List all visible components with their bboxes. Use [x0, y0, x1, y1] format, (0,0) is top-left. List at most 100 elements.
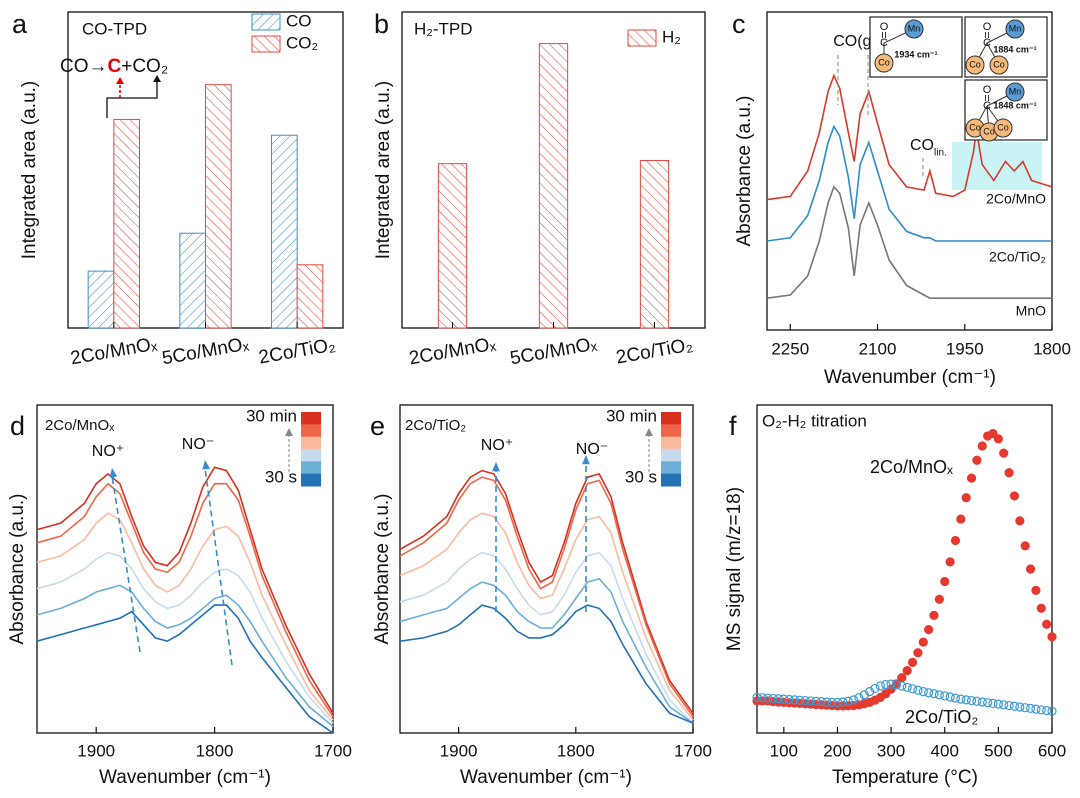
atom-co	[989, 55, 1009, 75]
data-point	[913, 648, 923, 658]
x-tick-label: 500	[984, 741, 1012, 760]
data-point	[806, 696, 816, 706]
colorbar-step	[301, 424, 321, 438]
data-point	[784, 694, 794, 705]
inset-label: 1934 cm⁻¹	[894, 49, 937, 59]
panel-title: O₂-H₂ titration	[762, 411, 867, 430]
data-point	[945, 692, 955, 702]
data-point	[966, 473, 977, 483]
annotation: lin.	[934, 148, 947, 159]
data-point	[1020, 703, 1030, 713]
x-tick-label: 300	[877, 741, 905, 760]
spectrum-line	[36, 551, 334, 724]
data-point	[972, 455, 982, 465]
data-point	[907, 684, 918, 694]
data-point	[891, 680, 902, 690]
data-point	[838, 697, 848, 707]
panel-label: f	[729, 411, 737, 441]
bar	[296, 264, 324, 329]
spectrum-line	[36, 466, 334, 714]
data-point	[999, 448, 1009, 458]
atom-label: C	[983, 37, 991, 49]
legend-label: CO₂	[286, 33, 318, 52]
data-point	[897, 673, 907, 683]
bar	[113, 118, 141, 329]
y-axis-label: Absorbance (a.u.)	[7, 493, 28, 644]
peak-label: NO⁻	[576, 441, 608, 458]
data-point	[757, 693, 767, 703]
data-point	[1025, 564, 1036, 574]
atom-label: O	[983, 84, 992, 96]
data-point	[800, 695, 810, 706]
x-axis-label: Wavenumber (cm⁻¹)	[460, 767, 632, 788]
x-tick-label: 200	[823, 741, 851, 760]
panel-label: b	[374, 9, 389, 39]
atom-label: Mn	[908, 23, 921, 33]
data-point	[779, 694, 789, 704]
bar	[87, 270, 115, 329]
data-point	[929, 689, 939, 699]
atom-co	[965, 55, 985, 75]
data-point	[956, 514, 966, 524]
bar	[639, 160, 670, 329]
highlight-region	[952, 142, 1042, 190]
data-point	[961, 493, 971, 503]
data-point	[832, 697, 843, 707]
red-arrowhead	[116, 77, 124, 84]
atom-label: Co	[878, 57, 890, 67]
series-label: 2Co/MnO	[986, 191, 1046, 207]
spectrum-line	[36, 512, 334, 721]
data-point	[795, 695, 805, 705]
data-point	[773, 694, 784, 704]
atom-mn	[904, 19, 924, 39]
y-axis-label: MS signal (m/z=18)	[724, 487, 745, 651]
atom-mn	[1005, 82, 1025, 102]
atom-label: O	[983, 21, 992, 33]
colorbar-label: 30 s	[265, 467, 297, 486]
colorbar-step	[301, 461, 321, 475]
x-tick-label: 2100	[859, 339, 897, 358]
data-point	[902, 666, 912, 676]
atom-label: Co	[993, 59, 1005, 69]
atom-co	[993, 118, 1013, 138]
annotation: CO	[910, 137, 934, 154]
data-point	[881, 679, 891, 690]
data-point	[977, 441, 987, 451]
data-point	[875, 681, 885, 691]
legend-swatch	[627, 29, 657, 47]
data-point	[902, 682, 912, 692]
atom-label: C	[983, 100, 991, 112]
colorbar-step	[661, 412, 681, 425]
arrowhead	[645, 428, 653, 436]
data-point	[789, 695, 800, 705]
plot-frame	[756, 404, 1053, 734]
x-tick-label: 5Co/MnOₓ	[508, 333, 599, 369]
data-point	[924, 625, 934, 635]
bar	[179, 232, 206, 329]
colorbar-step	[661, 473, 681, 487]
data-point	[854, 693, 864, 703]
data-point	[1031, 704, 1041, 714]
spectrum-line	[36, 584, 334, 728]
data-point	[865, 687, 875, 697]
x-axis-label: Wavenumber (cm⁻¹)	[99, 767, 271, 788]
data-point	[752, 692, 762, 702]
x-tick-label: 1700	[314, 741, 352, 760]
atom-label: Co	[969, 59, 981, 69]
bar	[437, 163, 468, 329]
data-point	[950, 535, 961, 546]
arrowhead	[285, 428, 293, 436]
peak-label: NO⁺	[92, 443, 124, 460]
data-point	[929, 610, 939, 620]
peak-label: NO⁻	[182, 436, 214, 453]
x-tick-label: 1950	[946, 339, 984, 358]
x-tick-label: 1900	[440, 741, 478, 760]
data-point	[1025, 703, 1036, 714]
data-point	[1031, 585, 1041, 595]
annotation: CO(g)	[833, 33, 877, 50]
colorbar-step	[661, 449, 681, 462]
data-point	[897, 681, 907, 691]
colorbar-step	[661, 424, 681, 438]
x-tick-label: 100	[770, 741, 798, 760]
data-point	[918, 637, 928, 647]
